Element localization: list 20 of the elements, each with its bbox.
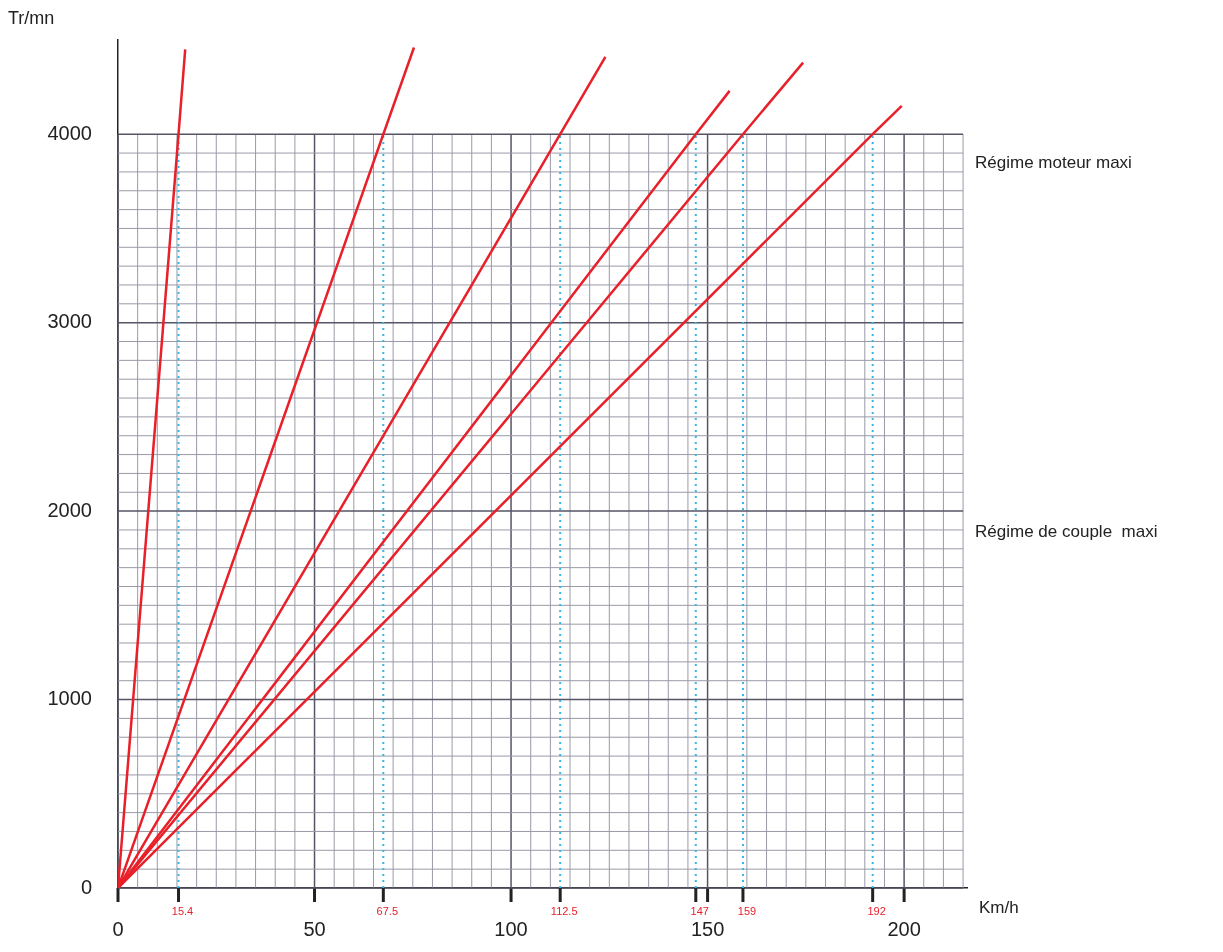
ref-line-label: 15.4: [171, 904, 194, 917]
y-axis-title: Tr/mn: [8, 7, 55, 28]
x-tick-label: 100: [494, 917, 528, 940]
x-axis-title: Km/h: [979, 897, 1019, 917]
x-tick-label: 150: [690, 917, 725, 940]
x-tick-label: 200: [887, 917, 921, 940]
y-tick-label: 3000: [47, 310, 92, 333]
ref-line-label: 112.5: [550, 904, 578, 917]
text: Régime de couple maxi: [975, 521, 1158, 541]
x-tick-label: 0: [112, 917, 124, 940]
y-tick-label: 2000: [47, 498, 92, 521]
x-tick-label: 50: [303, 917, 326, 940]
ref-line-label: 67.5: [376, 904, 399, 917]
y-tick-label: 1000: [47, 687, 92, 710]
ref-line-label: 159: [737, 904, 757, 917]
y-tick-label: 4000: [47, 121, 92, 144]
ref-line-label: 192: [867, 904, 886, 917]
text: Régime moteur maxi: [975, 152, 1132, 172]
ref-line-label: 147: [690, 904, 709, 917]
y-tick-label: 0: [80, 875, 92, 898]
